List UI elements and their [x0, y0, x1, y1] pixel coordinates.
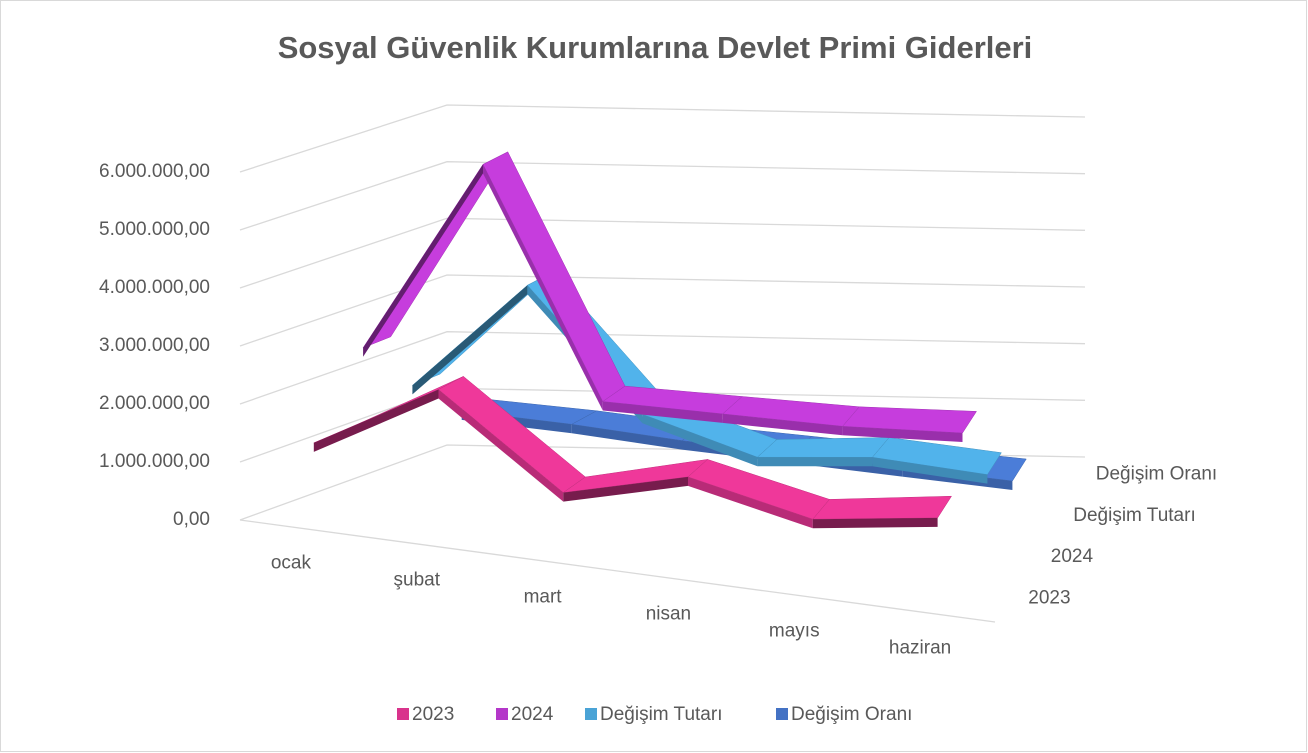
ribbon-side: [438, 389, 564, 502]
x-tick-label: nisan: [646, 604, 691, 625]
legend-swatch: [776, 708, 788, 720]
ribbon-side: [812, 517, 938, 529]
ribbon-side: [483, 164, 603, 411]
y-tick-label: 1.000.000,00: [99, 451, 210, 472]
grid-line: [239, 217, 1086, 289]
chart-title: Sosyal Güvenlik Kurumlarına Devlet Primi…: [278, 30, 1033, 65]
ribbon-top: [812, 495, 952, 520]
ribbon-side: [571, 424, 682, 450]
ribbon-side: [602, 401, 723, 423]
legend-swatch: [496, 708, 508, 720]
y-tick-label: 6.000.000,00: [99, 161, 210, 182]
ribbon-top: [756, 437, 890, 458]
x-axis-line: [239, 519, 996, 623]
y-tick-label: 2.000.000,00: [99, 393, 210, 414]
grid-line: [239, 274, 1086, 347]
ribbon-side: [563, 476, 688, 502]
depth-tick-label: 2024: [1051, 546, 1094, 567]
ribbon-side: [642, 414, 758, 467]
depth-tick-label: Değişim Oranı: [1096, 464, 1217, 485]
y-tick-label: 5.000.000,00: [99, 219, 210, 240]
plot: [313, 151, 1027, 529]
grid-line: [239, 161, 1086, 231]
x-tick-label: şubat: [394, 570, 441, 591]
grid-line: [239, 104, 1086, 173]
y-tick-label: 4.000.000,00: [99, 277, 210, 298]
depth-tick-label: 2023: [1028, 587, 1070, 608]
y-tick-label: 3.000.000,00: [99, 335, 210, 356]
legend-label: Değişim Tutarı: [600, 704, 722, 725]
ribbon-side: [757, 457, 873, 467]
legend-label: 2024: [511, 704, 554, 725]
x-tick-label: mayıs: [769, 621, 820, 642]
ribbon-side: [872, 457, 988, 484]
ribbon-side: [722, 413, 843, 436]
ribbon-side: [842, 426, 963, 442]
ribbon-side: [412, 285, 528, 395]
depth-tick-label: Değişim Tutarı: [1073, 505, 1195, 526]
x-tick-label: ocak: [271, 553, 312, 574]
ribbon-side: [688, 476, 813, 529]
legend-label: 2023: [412, 704, 454, 725]
y-tick-label: 0,00: [173, 509, 210, 530]
legend-swatch: [585, 708, 597, 720]
ribbon-side: [363, 164, 483, 357]
labels: 0,00 1.000.000,00 2.000.000,00 3.000.000,00…: [99, 161, 1217, 725]
grid-line: [239, 331, 1086, 405]
ribbon-side: [313, 389, 439, 452]
x-tick-label: haziran: [889, 638, 951, 659]
grid: [239, 104, 1086, 623]
legend-label: Değişim Oranı: [791, 704, 912, 725]
legend-swatch: [397, 708, 409, 720]
x-tick-label: mart: [524, 587, 563, 608]
